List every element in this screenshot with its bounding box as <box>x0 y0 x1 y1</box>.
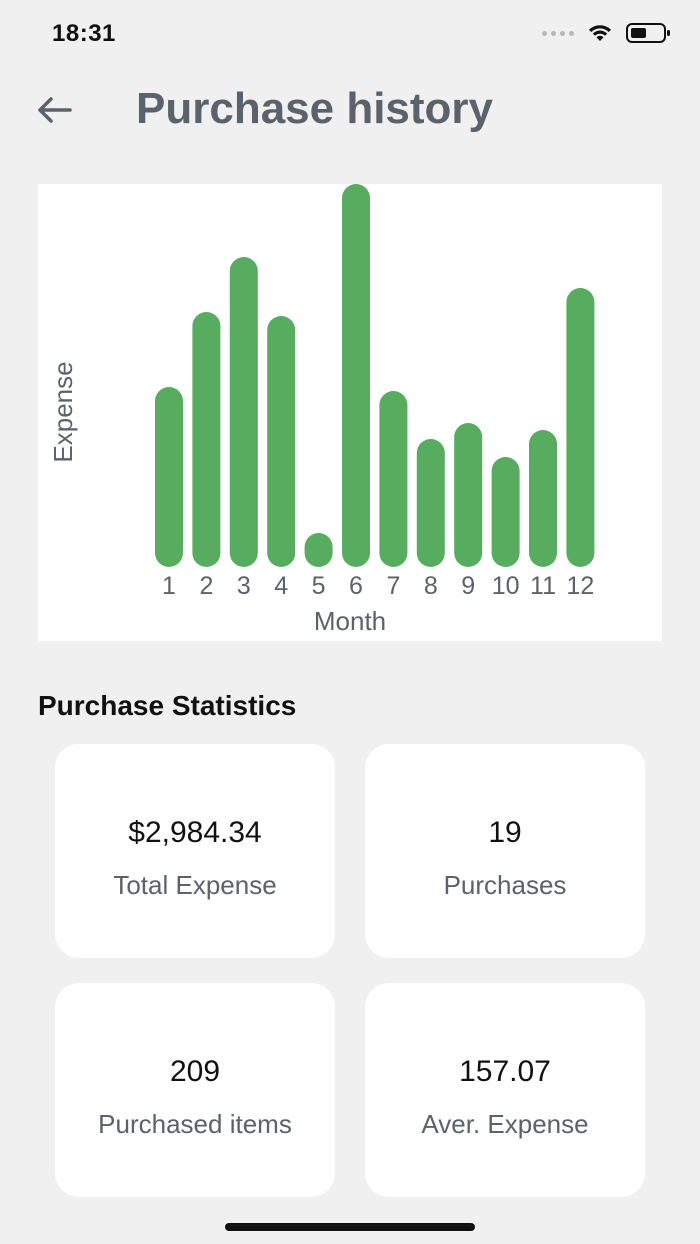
bar-month-10 <box>491 457 520 567</box>
bar-month-6 <box>342 184 370 567</box>
chart-y-axis-label: Expense <box>48 361 78 462</box>
bar-month-4 <box>267 316 296 567</box>
bar-month-2 <box>192 312 221 567</box>
stat-value: $2,984.34 <box>128 816 262 849</box>
stat-card-total-expense: $2,984.34 Total Expense <box>55 744 335 958</box>
expense-chart: 1 2 3 4 5 6 7 8 9 10 11 12 Expense Month <box>38 184 662 641</box>
wifi-icon <box>589 25 611 41</box>
bar-month-7 <box>379 391 408 567</box>
x-tick-label: 12 <box>566 572 594 600</box>
x-tick-label: 6 <box>349 572 363 600</box>
stat-label: Aver. Expense <box>421 1109 589 1139</box>
chart-bars <box>155 184 595 567</box>
x-tick-label: 1 <box>162 572 176 600</box>
stat-card-purchases: 19 Purchases <box>365 744 645 958</box>
bar-month-3 <box>229 257 258 567</box>
x-tick-label: 7 <box>386 572 400 600</box>
page-title: Purchase history <box>136 84 494 133</box>
bar-month-5 <box>304 533 333 567</box>
bar-month-12 <box>566 288 595 567</box>
x-tick-label: 4 <box>274 572 288 600</box>
status-icons <box>542 22 672 44</box>
x-tick-label: 3 <box>237 572 251 600</box>
bar-chart-svg: 1 2 3 4 5 6 7 8 9 10 11 12 Expense Month <box>48 184 595 636</box>
x-tick-label: 11 <box>530 572 556 600</box>
x-tick-label: 8 <box>424 572 438 600</box>
stat-value: 209 <box>169 1055 221 1088</box>
stat-card-average-expense: 157.07 Aver. Expense <box>365 983 645 1197</box>
signal-icon <box>542 30 574 36</box>
bar-month-11 <box>529 430 557 567</box>
home-indicator[interactable] <box>225 1223 475 1231</box>
x-tick-label: 2 <box>199 572 213 600</box>
status-time: 18:31 <box>52 20 116 47</box>
bar-month-9 <box>454 423 483 567</box>
back-button[interactable] <box>30 88 78 132</box>
x-tick-label: 9 <box>461 572 475 600</box>
stat-label: Purchases <box>443 870 567 900</box>
x-tick-label: 5 <box>312 572 326 600</box>
section-title-purchase-statistics: Purchase Statistics <box>38 690 297 721</box>
stat-label: Total Expense <box>113 870 277 900</box>
arrow-left-icon <box>38 97 72 123</box>
chart-x-axis-label: Month <box>314 606 386 636</box>
bar-month-1 <box>155 387 183 567</box>
stat-card-purchased-items: 209 Purchased items <box>55 983 335 1197</box>
stat-value: 19 <box>488 816 522 849</box>
x-tick-label: 10 <box>492 572 520 600</box>
stat-value: 157.07 <box>459 1055 551 1088</box>
stat-label: Purchased items <box>98 1109 292 1139</box>
bar-month-8 <box>416 439 445 567</box>
battery-icon <box>626 23 670 43</box>
chart-x-ticks: 1 2 3 4 5 6 7 8 9 10 11 12 <box>162 572 594 600</box>
